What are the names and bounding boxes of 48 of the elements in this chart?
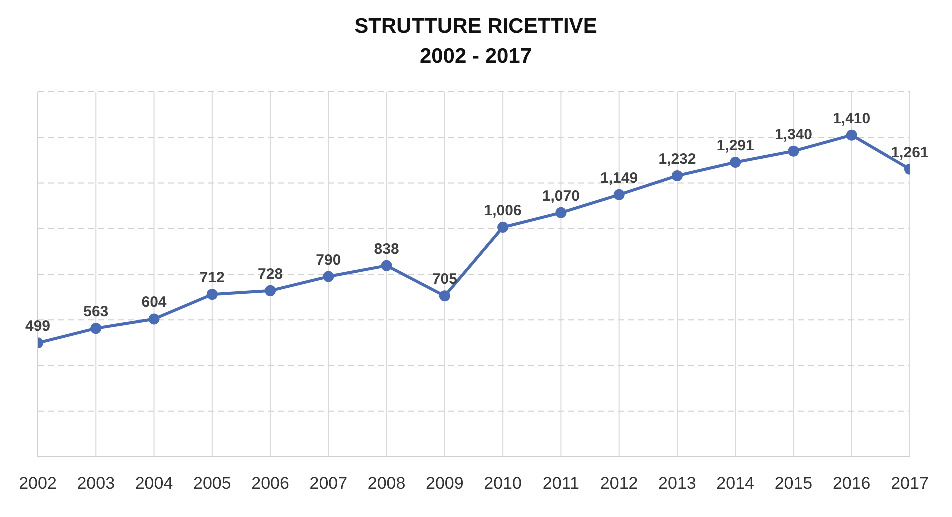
data-label: 604 (142, 294, 168, 312)
data-label: 563 (84, 304, 109, 321)
point (788, 146, 800, 157)
point (556, 207, 567, 218)
chart-subtitle: 2002 - 2017 (418, 44, 534, 70)
point (846, 130, 858, 141)
data-label: 1,261 (891, 144, 929, 162)
x-tick-label: 2009 (426, 474, 464, 494)
point (90, 323, 102, 334)
data-label: 1,291 (716, 137, 754, 154)
data-label: 790 (316, 252, 342, 269)
data-label: 728 (258, 266, 284, 283)
x-tick-label: 2002 (19, 474, 57, 494)
x-tick-label: 2017 (891, 474, 929, 494)
x-tick-label: 2016 (832, 474, 871, 494)
data-label: 705 (432, 271, 458, 288)
x-tick-label: 2010 (484, 474, 522, 494)
x-tick-label: 2007 (310, 474, 348, 494)
x-tick-label: 2014 (716, 474, 755, 494)
point (730, 156, 742, 168)
x-tick-label: 2008 (368, 474, 406, 494)
x-tick-label: 2006 (252, 474, 290, 494)
point (206, 289, 218, 300)
point (323, 271, 334, 282)
x-tick-label: 2004 (135, 474, 174, 494)
x-tick-label: 2011 (542, 474, 580, 494)
point (148, 314, 160, 325)
x-tick-label: 2003 (77, 474, 116, 494)
data-label: 1,340 (774, 126, 813, 144)
point (672, 170, 683, 182)
point (498, 222, 509, 234)
data-label: 712 (200, 270, 225, 287)
data-label: 1,070 (542, 188, 580, 205)
data-label: 1,410 (833, 110, 871, 128)
data-label: 1,232 (658, 150, 696, 168)
chart-title: STRUTTURE RICETTIVE (354, 14, 598, 40)
point (614, 189, 625, 200)
point (439, 290, 450, 302)
point (381, 260, 392, 272)
x-tick-label: 2005 (193, 474, 232, 494)
x-tick-label: 2012 (600, 474, 638, 494)
x-tick-label: 2013 (658, 474, 696, 494)
point (265, 285, 276, 296)
data-label: 499 (25, 318, 51, 336)
x-tick-label: 2015 (774, 474, 813, 494)
data-label: 1,149 (600, 170, 638, 187)
data-label: 838 (374, 240, 400, 258)
data-label: 1,006 (484, 202, 522, 220)
